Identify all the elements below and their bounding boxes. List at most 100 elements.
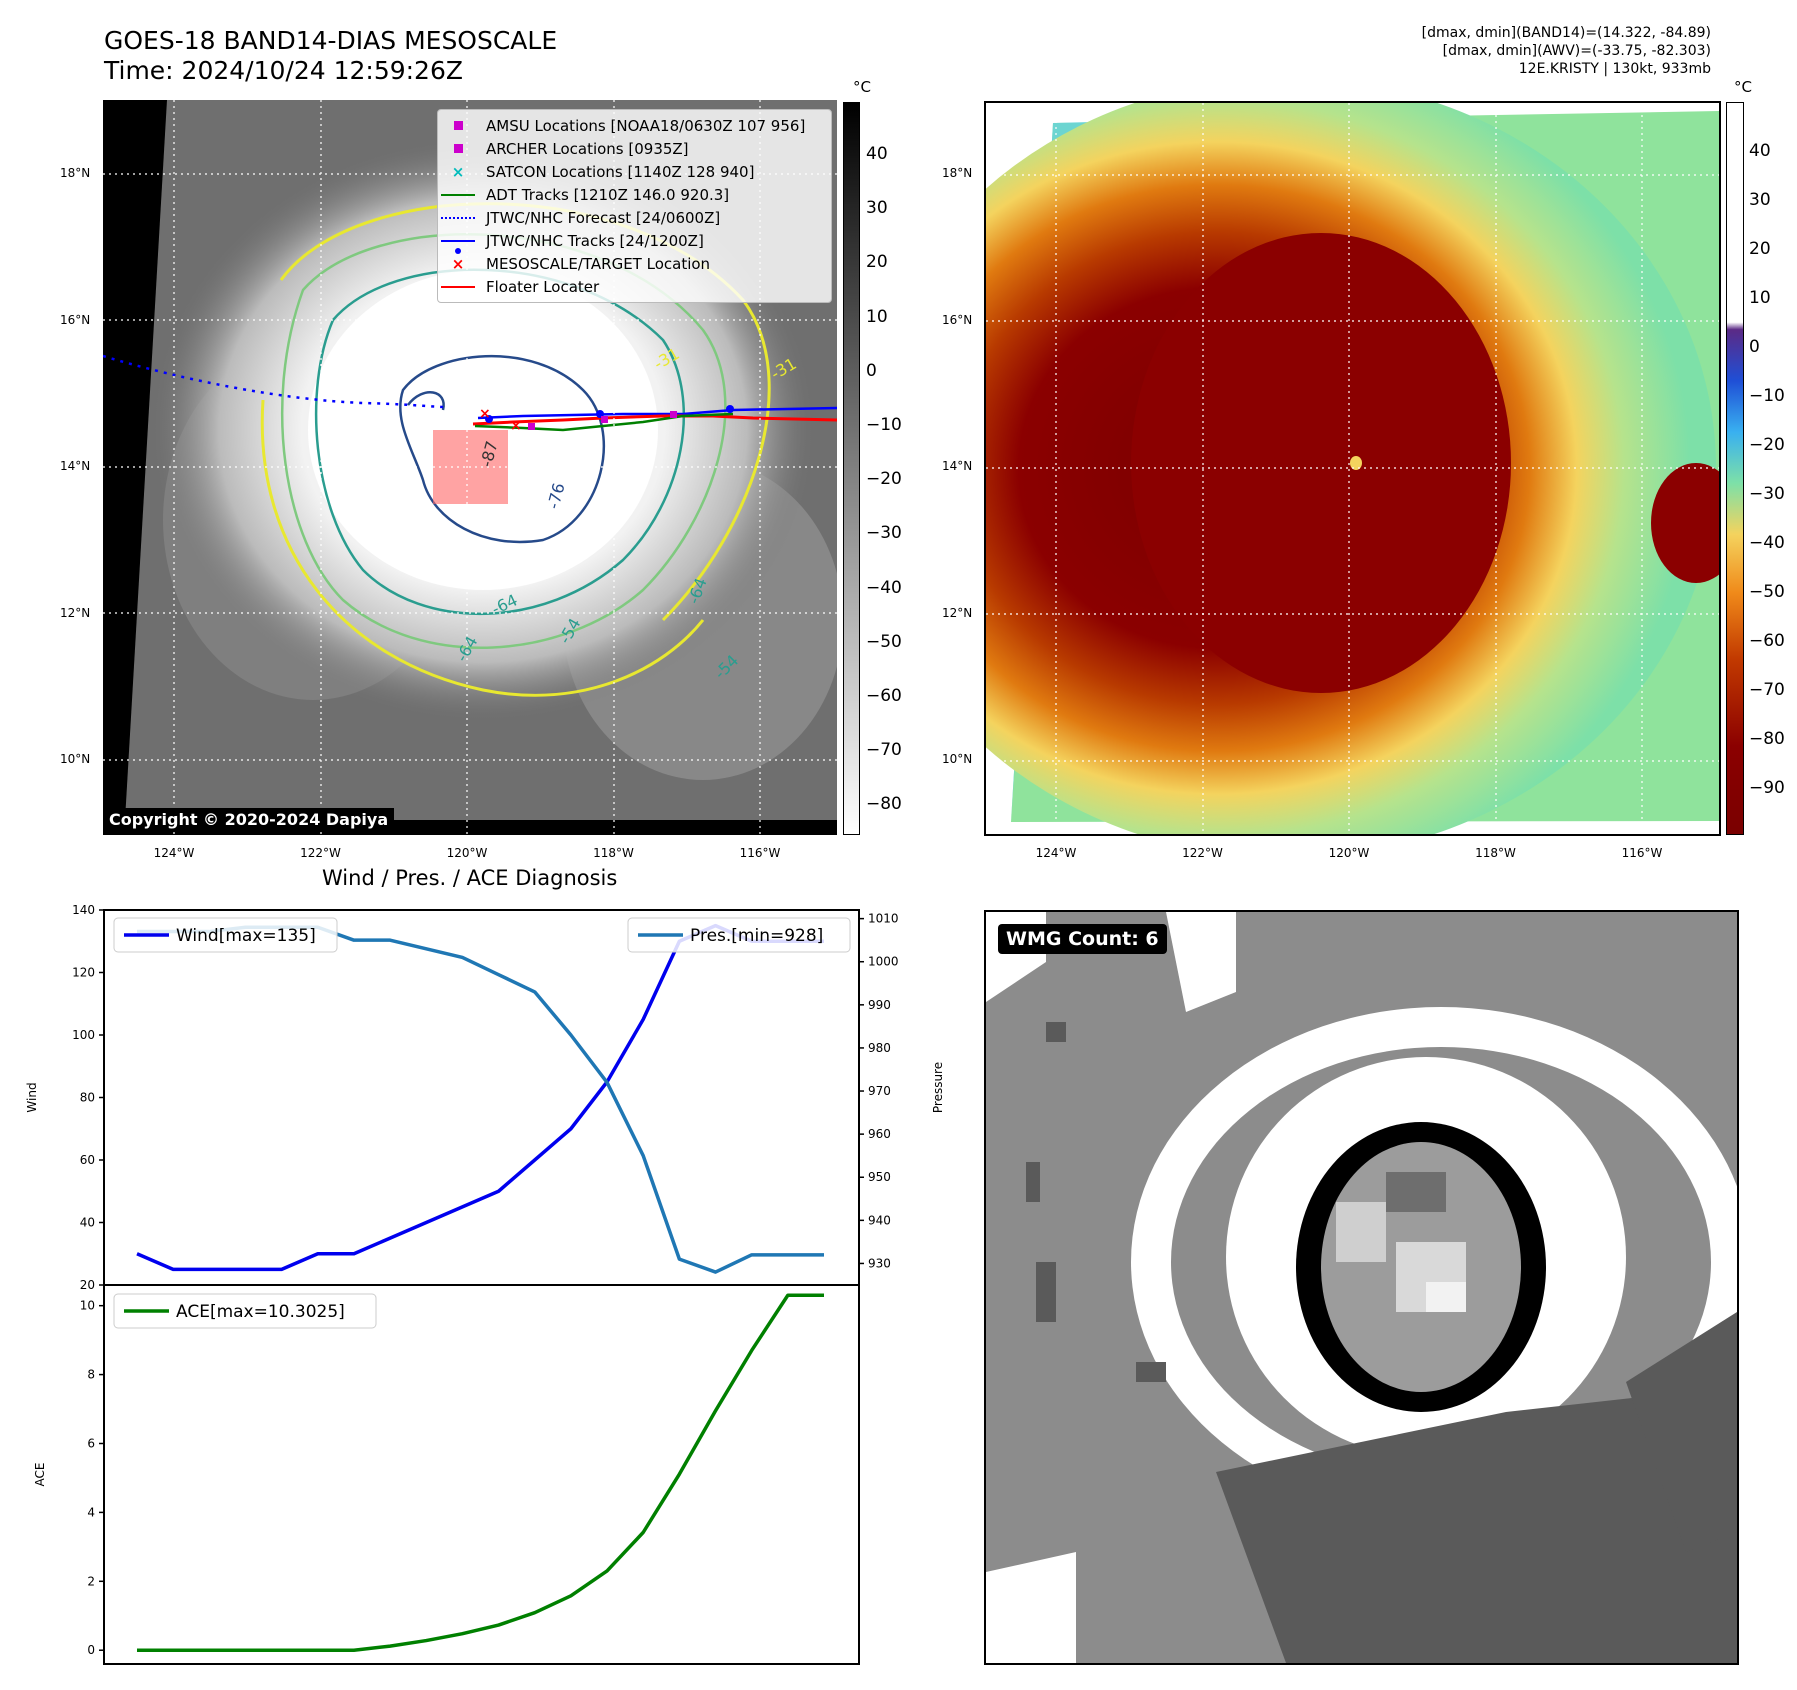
legend-item: JTWC/NHC Tracks [24/1200Z]	[438, 229, 831, 254]
y-tick-label: 4	[87, 1505, 95, 1519]
pressure-axis-label: Pressure	[931, 1062, 945, 1113]
line-dot-icon	[441, 239, 475, 242]
colorbar-tick-label: −60	[1749, 631, 1785, 651]
graticule	[986, 103, 1719, 834]
info-block: [dmax, dmin](BAND14)=(14.322, -84.89) [d…	[1422, 24, 1711, 78]
y-tick-label: 40	[80, 1216, 95, 1230]
pressure-legend	[627, 917, 851, 953]
colorbar-tick-label: −70	[1749, 680, 1785, 700]
lon-tick-label: 122°W	[300, 846, 341, 860]
colorbar-tick-label: −30	[1749, 484, 1785, 504]
colorbar-tick-label: 0	[866, 360, 877, 381]
line-icon	[441, 285, 475, 288]
lat-tick-label: 10°N	[60, 752, 91, 766]
svg-text:×: ×	[479, 406, 491, 422]
forecast-track	[103, 354, 444, 409]
wind-legend-label: Wind[max=135]	[176, 926, 316, 946]
chart-time: Time: 2024/10/24 12:59:26Z	[104, 56, 463, 85]
y-tick-label-right: 940	[868, 1213, 891, 1227]
colorbar-tick-label: 10	[1749, 288, 1771, 308]
y-tick-label: 100	[72, 1028, 95, 1042]
lat-tick-label: 16°N	[942, 312, 973, 327]
y-tick-label: 10	[80, 1299, 95, 1313]
y-tick-label-right: 980	[868, 1041, 891, 1055]
wind-legend	[113, 917, 338, 953]
lon-tick-label: 124°W	[153, 846, 195, 860]
ace-legend-label: ACE[max=10.3025]	[176, 1302, 345, 1322]
band14-colorbar	[843, 102, 860, 835]
lon-tick-label: 118°W	[593, 846, 634, 860]
lat-tick-label: 14°N	[942, 459, 973, 473]
y-tick-label-right: 930	[868, 1256, 891, 1270]
info-awv: [dmax, dmin](AWV)=(-33.75, -82.303)	[1442, 43, 1711, 59]
colorbar-tick-label: 20	[866, 252, 888, 273]
colorbar-tick-label: −40	[866, 577, 902, 598]
colorbar-tick-label: 30	[1749, 190, 1771, 210]
ace-series-line	[137, 1293, 824, 1652]
chart-title: GOES-18 BAND14-DIAS MESOSCALE	[104, 26, 558, 55]
y-tick-label: 0	[87, 1643, 95, 1657]
y-tick-label: 60	[80, 1153, 95, 1167]
wind-series-line	[136, 923, 824, 1272]
colorbar-tick-label: −30	[866, 523, 902, 544]
colorbar-unit: °C	[1734, 78, 1752, 96]
ace-axis-label: ACE	[33, 1463, 47, 1487]
lon-tick-label: 118°W	[1475, 846, 1516, 860]
lon-tick-label: 122°W	[1182, 846, 1223, 860]
dotted-line-icon	[441, 216, 475, 219]
lon-tick-label: 120°W	[446, 846, 488, 860]
lat-tick-label: 18°N	[60, 166, 91, 180]
colorbar-tick-label: −40	[1749, 533, 1785, 553]
x-icon: ×	[451, 162, 465, 181]
colorbar-tick-label: −80	[866, 794, 902, 815]
y-tick-label: 8	[87, 1368, 95, 1382]
legend-item: × SATCON Locations [1140Z 128 940]	[438, 160, 831, 183]
square-icon	[453, 121, 463, 130]
legend-item: Floater Locater	[438, 275, 831, 298]
awv-map	[984, 101, 1721, 836]
y-tick-label: 20	[80, 1278, 95, 1292]
wmg-image	[986, 912, 1737, 1663]
y-tick-label: 120	[72, 966, 95, 980]
colorbar-tick-label: −50	[866, 631, 902, 652]
lon-tick-label: 116°W	[1621, 846, 1663, 860]
lon-tick-label: 124°W	[1035, 846, 1077, 860]
lon-tick-label: 116°W	[739, 846, 781, 860]
colorbar-tick-label: −70	[866, 740, 902, 761]
line-icon	[441, 193, 475, 196]
y-tick-label-right: 1000	[868, 955, 899, 969]
colorbar-tick-label: −50	[1749, 582, 1785, 602]
colorbar-tick-label: −80	[1749, 729, 1785, 749]
wind-axis-label: Wind	[25, 1082, 39, 1112]
colorbar-tick-label: 40	[1749, 141, 1771, 161]
colorbar-tick-label: 40	[866, 144, 888, 164]
y-tick-label-right: 950	[868, 1170, 891, 1184]
pressure-series-line	[137, 925, 824, 1274]
lat-tick-label: 10°N	[942, 752, 973, 766]
floater-track	[472, 414, 837, 426]
legend-item: ADT Tracks [1210Z 146.0 920.3]	[438, 183, 831, 206]
copyright: Copyright © 2020-2024 Dapiya	[103, 808, 395, 831]
colorbar-tick-label: 10	[866, 306, 888, 327]
legend-item: × MESOSCALE/TARGET Location	[438, 252, 831, 275]
colorbar-tick-label: −60	[866, 686, 902, 706]
y-tick-label-right: 990	[868, 998, 891, 1012]
adt-track	[474, 412, 734, 432]
lon-tick-label: 120°W	[1328, 846, 1370, 860]
legend-item: AMSU Locations [NOAA18/0630Z 107 956]	[438, 114, 831, 137]
colorbar-tick-label: −10	[866, 415, 902, 435]
info-storm: 12E.KRISTY | 130kt, 933mb	[1518, 61, 1711, 77]
colorbar-tick-label: −20	[1749, 435, 1785, 455]
colorbar-unit: °C	[853, 78, 871, 96]
contour-navy	[399, 354, 605, 544]
y-tick-label: 140	[72, 903, 95, 917]
y-tick-label: 2	[87, 1574, 95, 1588]
map-legend: AMSU Locations [NOAA18/0630Z 107 956] AR…	[437, 109, 832, 303]
awv-colorbar	[1726, 102, 1744, 835]
colorbar-tick-label: −10	[1749, 386, 1785, 406]
ace-frame	[103, 1284, 860, 1665]
colorbar-tick-label: −90	[1749, 778, 1785, 798]
lat-tick-label: 16°N	[60, 312, 91, 327]
y-tick-label-right: 1010	[868, 912, 899, 926]
